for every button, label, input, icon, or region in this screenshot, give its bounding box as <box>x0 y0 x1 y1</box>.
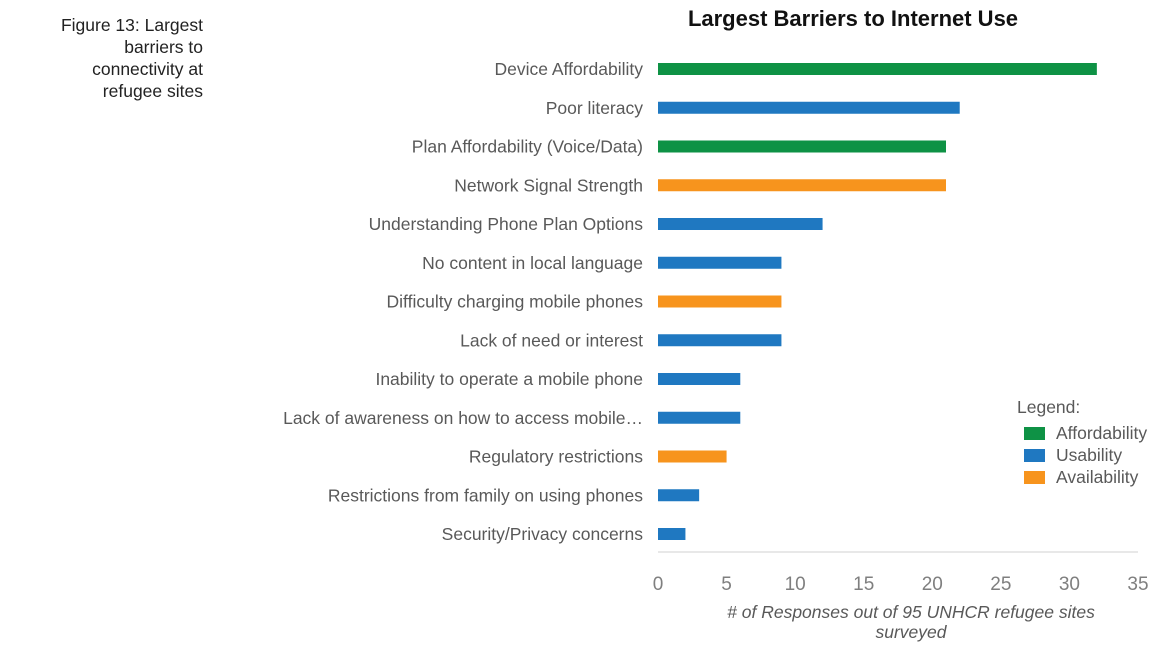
figure-caption: Figure 13: Largest barriers to connectiv… <box>60 15 203 101</box>
bar <box>658 411 741 424</box>
bar <box>658 140 946 153</box>
category-label: Lack of need or interest <box>460 330 643 350</box>
chart-title: Largest Barriers to Internet Use <box>688 6 1018 31</box>
bar <box>658 489 700 502</box>
category-label: Understanding Phone Plan Options <box>369 214 644 234</box>
bar <box>658 450 727 463</box>
x-tick-label: 10 <box>785 574 806 595</box>
bar <box>658 334 782 347</box>
x-tick-label: 30 <box>1059 574 1080 595</box>
legend-swatch <box>1024 427 1045 440</box>
category-label: Security/Privacy concerns <box>442 524 644 544</box>
bar <box>658 218 823 230</box>
legend-label: Availability <box>1056 467 1139 487</box>
bar <box>658 373 741 385</box>
category-label: Inability to operate a mobile phone <box>375 369 643 389</box>
legend-swatch <box>1024 471 1045 484</box>
category-label: Restrictions from family on using phones <box>328 485 643 505</box>
x-tick-label: 20 <box>922 574 943 595</box>
x-axis-label: # of Responses out of 95 UNHCR refugee s… <box>727 602 1095 642</box>
bar <box>658 295 782 308</box>
bar <box>658 528 686 540</box>
category-label: No content in local language <box>422 253 643 273</box>
legend-label: Usability <box>1056 445 1122 465</box>
bar <box>658 179 946 192</box>
legend-title: Legend: <box>1017 397 1080 417</box>
category-label: Regulatory restrictions <box>469 447 643 467</box>
category-label: Plan Affordability (Voice/Data) <box>412 137 643 157</box>
x-tick-label: 35 <box>1127 574 1148 595</box>
legend-label: Affordability <box>1056 423 1147 443</box>
bar <box>658 256 782 269</box>
category-label: Device Affordability <box>494 59 643 79</box>
category-label: Poor literacy <box>546 98 644 118</box>
x-tick-label: 5 <box>721 574 732 595</box>
x-tick-label: 25 <box>990 574 1011 595</box>
x-tick-label: 15 <box>853 574 874 595</box>
legend-swatch <box>1024 449 1045 462</box>
x-tick-label: 0 <box>653 574 664 595</box>
category-label: Difficulty charging mobile phones <box>387 292 644 312</box>
bar <box>658 63 1097 75</box>
category-label: Lack of awareness on how to access mobil… <box>283 408 643 428</box>
category-label: Network Signal Strength <box>454 175 643 195</box>
bar <box>658 101 960 114</box>
